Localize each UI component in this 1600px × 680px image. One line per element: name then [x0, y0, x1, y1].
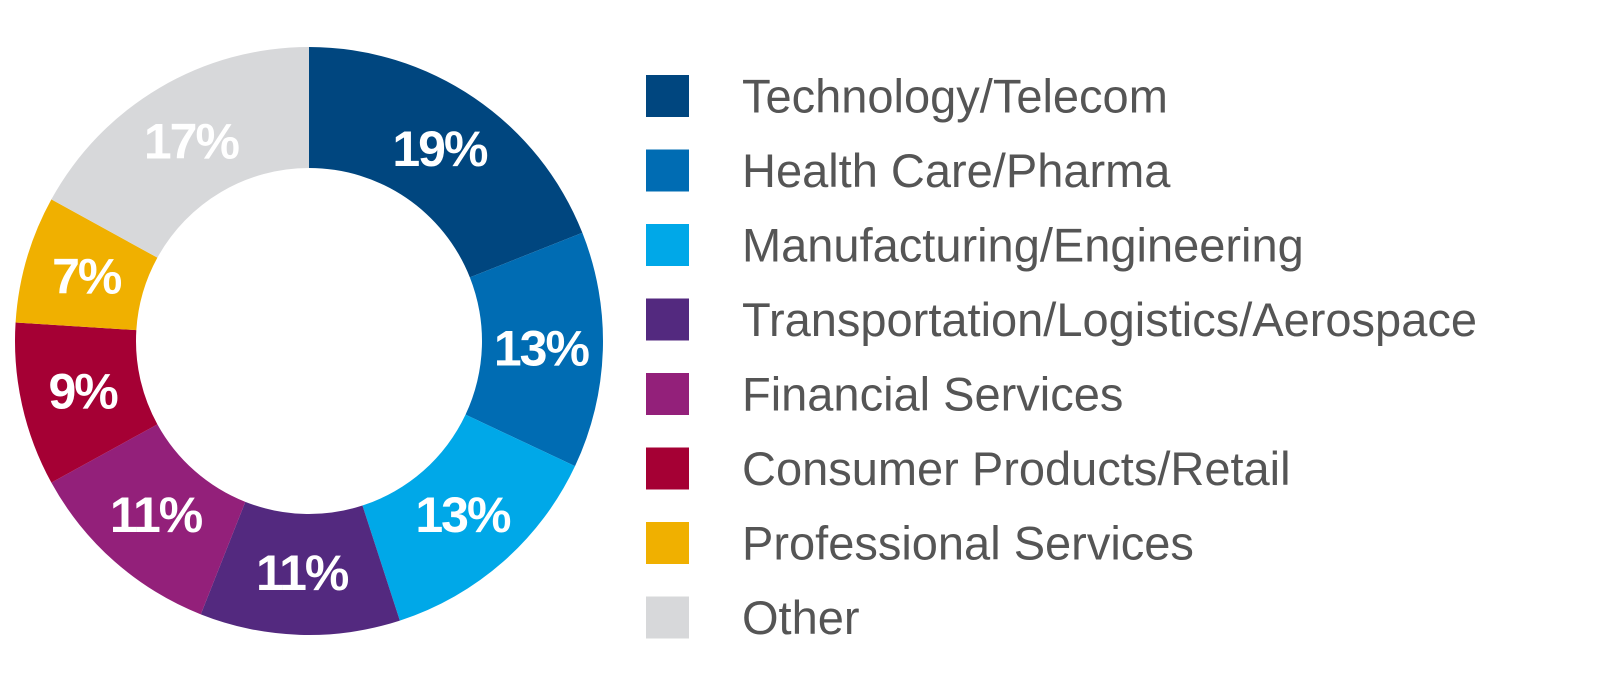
legend-label: Professional Services — [742, 517, 1194, 570]
legend-swatch — [646, 149, 689, 192]
legend-swatch — [646, 373, 689, 415]
donut — [14, 47, 603, 635]
slice — [362, 414, 576, 621]
slice — [51, 47, 309, 258]
slice — [14, 322, 158, 483]
value-label: 13% — [494, 320, 590, 376]
legend-swatch — [646, 75, 689, 117]
legend-label: Manufacturing/Engineering — [742, 219, 1304, 272]
value-label: 13% — [415, 487, 511, 543]
value-label: 9% — [48, 364, 118, 420]
legend-label: Other — [742, 591, 860, 644]
legend-swatch — [646, 298, 689, 341]
legend: Technology/Telecom Health Care/Pharma Manu… — [646, 70, 1477, 644]
legend-label: Health Care/Pharma — [742, 144, 1171, 197]
legend-label: Transportation/Logistics/Aerospace — [742, 293, 1477, 346]
value-label: 11% — [256, 545, 349, 601]
legend-swatch — [646, 447, 689, 490]
legend-swatch — [646, 224, 689, 266]
value-label: 11% — [110, 487, 203, 543]
value-label: 17% — [144, 113, 240, 169]
slice — [200, 501, 400, 635]
legend-label: Financial Services — [742, 368, 1123, 421]
slice — [51, 424, 246, 615]
slice — [309, 47, 583, 278]
legend-label: Technology/Telecom — [742, 70, 1168, 123]
value-label: 19% — [392, 121, 488, 177]
legend-swatch — [646, 522, 689, 564]
value-label: 7% — [52, 248, 122, 304]
value-labels: 19% 13% 13% 11% 11% 9% 7% 17% — [48, 113, 591, 601]
slice — [465, 232, 603, 467]
legend-swatch — [646, 596, 689, 639]
slice — [15, 199, 158, 331]
legend-label: Consumer Products/Retail — [742, 442, 1291, 495]
